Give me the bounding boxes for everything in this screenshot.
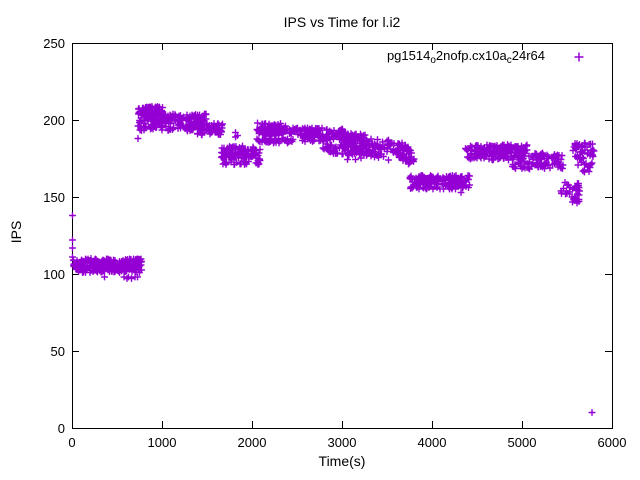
- y-tick-label: 200: [43, 113, 65, 128]
- x-tick-label: 5000: [508, 435, 537, 450]
- x-tick-label: 3000: [328, 435, 357, 450]
- y-tick-label: 0: [58, 421, 65, 436]
- y-tick-label: 50: [51, 344, 65, 359]
- legend-label-segment: 24r64: [511, 48, 545, 63]
- legend-plus-marker: [574, 52, 584, 62]
- y-tick-label: 250: [43, 36, 65, 51]
- legend-label-subscript: c: [506, 55, 512, 66]
- x-tick-label: 2000: [238, 435, 267, 450]
- plot-border: [72, 43, 613, 429]
- x-tick-label: 6000: [598, 435, 627, 450]
- chart-title: IPS vs Time for l.i2: [283, 14, 401, 30]
- data-points: [69, 103, 598, 416]
- x-tick-label: 0: [68, 435, 75, 450]
- x-axis-title: Time(s): [318, 453, 366, 469]
- x-tick-label: 1000: [148, 435, 177, 450]
- legend: pg1514o2nofp.cx10ac24r64: [387, 48, 585, 66]
- y-tick-label: 100: [43, 267, 65, 282]
- y-tick-label: 150: [43, 190, 65, 205]
- legend-label-segment: 2nofp.cx10a: [435, 48, 507, 63]
- x-tick-label: 4000: [418, 435, 447, 450]
- y-axis-title: IPS: [8, 220, 24, 244]
- legend-label-segment: pg1514: [386, 48, 431, 63]
- legend-series-label: pg1514o2nofp.cx10ac24r64: [387, 48, 545, 66]
- legend-label-subscript: o: [430, 55, 436, 66]
